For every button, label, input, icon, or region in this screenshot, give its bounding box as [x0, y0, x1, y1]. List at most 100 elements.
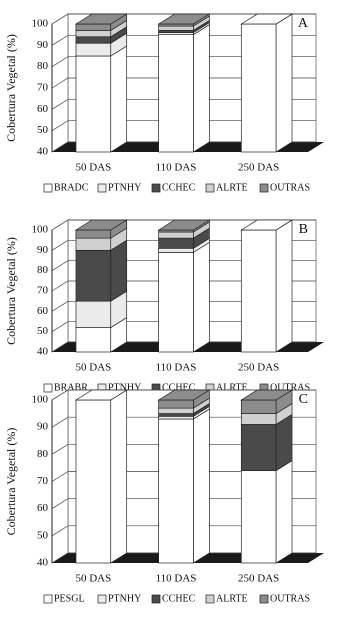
legend-swatch	[151, 183, 161, 193]
x-tick-label: 110 DAS	[156, 362, 197, 374]
x-tick-label: 250 DAS	[238, 362, 279, 374]
bar-segment	[158, 413, 194, 417]
grid-line	[51, 498, 316, 509]
grid-line	[51, 321, 316, 332]
x-tick-label: 50 DAS	[75, 362, 111, 374]
bar-segment	[158, 34, 194, 153]
y-tick-label: 60	[37, 103, 49, 115]
y-tick-label: 50	[37, 124, 49, 136]
grid-line	[51, 341, 316, 353]
y-tick-label: 40	[37, 346, 49, 358]
legend-swatch	[43, 594, 53, 604]
x-tick-label: 110 DAS	[156, 573, 197, 585]
bar-segment	[158, 415, 194, 420]
bar-side	[275, 13, 293, 153]
bar-side	[275, 219, 293, 353]
legend-swatch	[43, 383, 53, 393]
grid-line	[51, 239, 316, 251]
grid-line	[51, 13, 316, 25]
grid-line	[51, 56, 316, 67]
grid-line	[51, 443, 316, 455]
grid-line	[51, 300, 316, 312]
bar-segment	[75, 42, 112, 57]
y-tick-label: 80	[37, 448, 49, 460]
bar-segment	[158, 399, 194, 409]
legend-label: OUTRAS	[270, 593, 310, 604]
grid-line	[51, 219, 316, 231]
grid-line	[51, 34, 316, 46]
y-tick-label: 90	[37, 421, 49, 433]
y-tick-label: 60	[37, 502, 49, 514]
grid-line	[51, 120, 316, 131]
bar-top	[157, 13, 211, 25]
grid-line	[51, 98, 316, 110]
legend-label: BRADC	[54, 182, 89, 193]
legend-label: BRABR	[54, 382, 88, 393]
legend-label: ALRTE	[216, 593, 248, 604]
grid-line	[51, 77, 316, 89]
y-axis-label: Cobertura Vegetal (%)	[4, 428, 18, 536]
bar-segment	[158, 25, 194, 31]
bar-segment	[240, 229, 277, 353]
legend-swatch	[259, 594, 269, 604]
bar-side	[275, 460, 293, 564]
panel-label: A	[298, 16, 309, 31]
panel-label: B	[299, 222, 308, 237]
y-tick-label: 80	[37, 60, 49, 72]
legend-swatch	[97, 594, 107, 604]
bar-top	[157, 389, 211, 401]
grid-line	[51, 525, 316, 537]
x-tick-label: 50 DAS	[75, 573, 111, 585]
bar-side	[110, 389, 128, 564]
x-tick-label: 250 DAS	[238, 162, 279, 174]
bar-segment	[75, 229, 112, 239]
legend-label: CCHEC	[162, 593, 196, 604]
bar-segment	[158, 418, 194, 564]
bar-segment	[75, 327, 112, 353]
y-tick-label: 50	[37, 529, 49, 541]
bar-side	[193, 24, 210, 153]
y-tick-label: 90	[37, 39, 49, 51]
bar-side	[110, 239, 128, 302]
grid-line	[51, 552, 316, 564]
legend-label: CCHEC	[162, 382, 196, 393]
y-tick-label: 70	[37, 475, 49, 487]
legend-label: CCHEC	[162, 182, 196, 193]
y-tick-label: 90	[37, 244, 49, 256]
legend-label: OUTRAS	[270, 382, 310, 393]
y-tick-label: 60	[37, 305, 49, 317]
y-tick-label: 70	[37, 285, 49, 297]
legend-label: OUTRAS	[270, 182, 310, 193]
x-tick-label: 50 DAS	[75, 162, 111, 174]
bar-side	[110, 45, 128, 153]
y-axis-label: Cobertura Vegetal (%)	[4, 34, 18, 142]
bar-segment	[75, 249, 112, 302]
grid-line	[51, 260, 316, 271]
bar-segment	[158, 231, 194, 239]
y-tick-label: 50	[37, 325, 49, 337]
legend-swatch	[259, 183, 269, 193]
legend-swatch	[97, 183, 107, 193]
grid-line	[51, 471, 316, 482]
legend-label: PTNHY	[108, 182, 141, 193]
grid-line	[51, 389, 316, 401]
y-tick-label: 100	[32, 224, 49, 236]
bar-segment	[158, 252, 194, 353]
y-tick-label: 70	[37, 82, 49, 94]
bar-segment	[75, 55, 112, 153]
bar-top	[240, 389, 294, 401]
y-tick-label: 100	[32, 394, 49, 406]
grid-line	[51, 416, 316, 428]
y-axis-label: Cobertura Vegetal (%)	[4, 237, 18, 345]
bar-segment	[75, 30, 112, 38]
x-tick-label: 250 DAS	[238, 573, 279, 585]
bar-side	[193, 241, 210, 353]
bar-segment	[240, 399, 277, 414]
legend-swatch	[205, 183, 215, 193]
bar-segment	[75, 399, 112, 564]
bar-segment	[158, 237, 194, 249]
bar-segment	[75, 237, 112, 251]
bar-segment	[240, 413, 277, 425]
bar-top	[240, 219, 294, 231]
bar-segment	[75, 36, 112, 44]
